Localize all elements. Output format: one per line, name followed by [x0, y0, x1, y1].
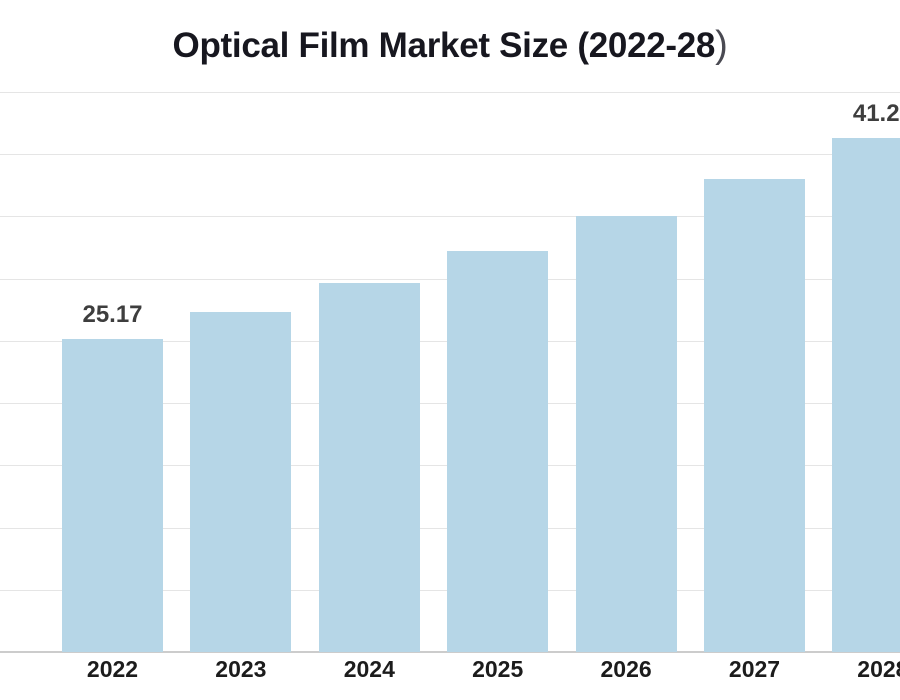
bar-2028 [832, 138, 900, 652]
gridline [0, 216, 900, 218]
x-tick-label-2026: 2026 [600, 656, 652, 682]
gridline [0, 154, 900, 156]
value-label-2022: 25.17 [82, 300, 143, 328]
x-tick-label-2022: 2022 [86, 656, 139, 682]
bar-2027 [704, 178, 805, 652]
x-tick-label-2028: 2028 [857, 656, 900, 682]
chart-title-paren: ) [715, 24, 728, 66]
chart-title: Optical Film Market Size (2022-28) [0, 24, 900, 67]
x-tick-label-2025: 2025 [472, 656, 524, 682]
x-tick-label-2024: 2024 [343, 656, 395, 682]
value-label-2028: 41.28 [852, 100, 900, 128]
bar-2023 [190, 311, 292, 652]
bar-2022 [62, 338, 163, 652]
chart-title-text: Optical Film Market Size (2022-28 [172, 26, 716, 65]
bar-2026 [575, 216, 677, 652]
x-tick-label-2027: 2027 [728, 656, 781, 682]
bar-2024 [318, 282, 420, 652]
x-tick-label-2023: 2023 [215, 656, 267, 682]
x-axis-line [0, 651, 900, 653]
gridline [0, 92, 900, 93]
bar-2025 [447, 250, 549, 652]
